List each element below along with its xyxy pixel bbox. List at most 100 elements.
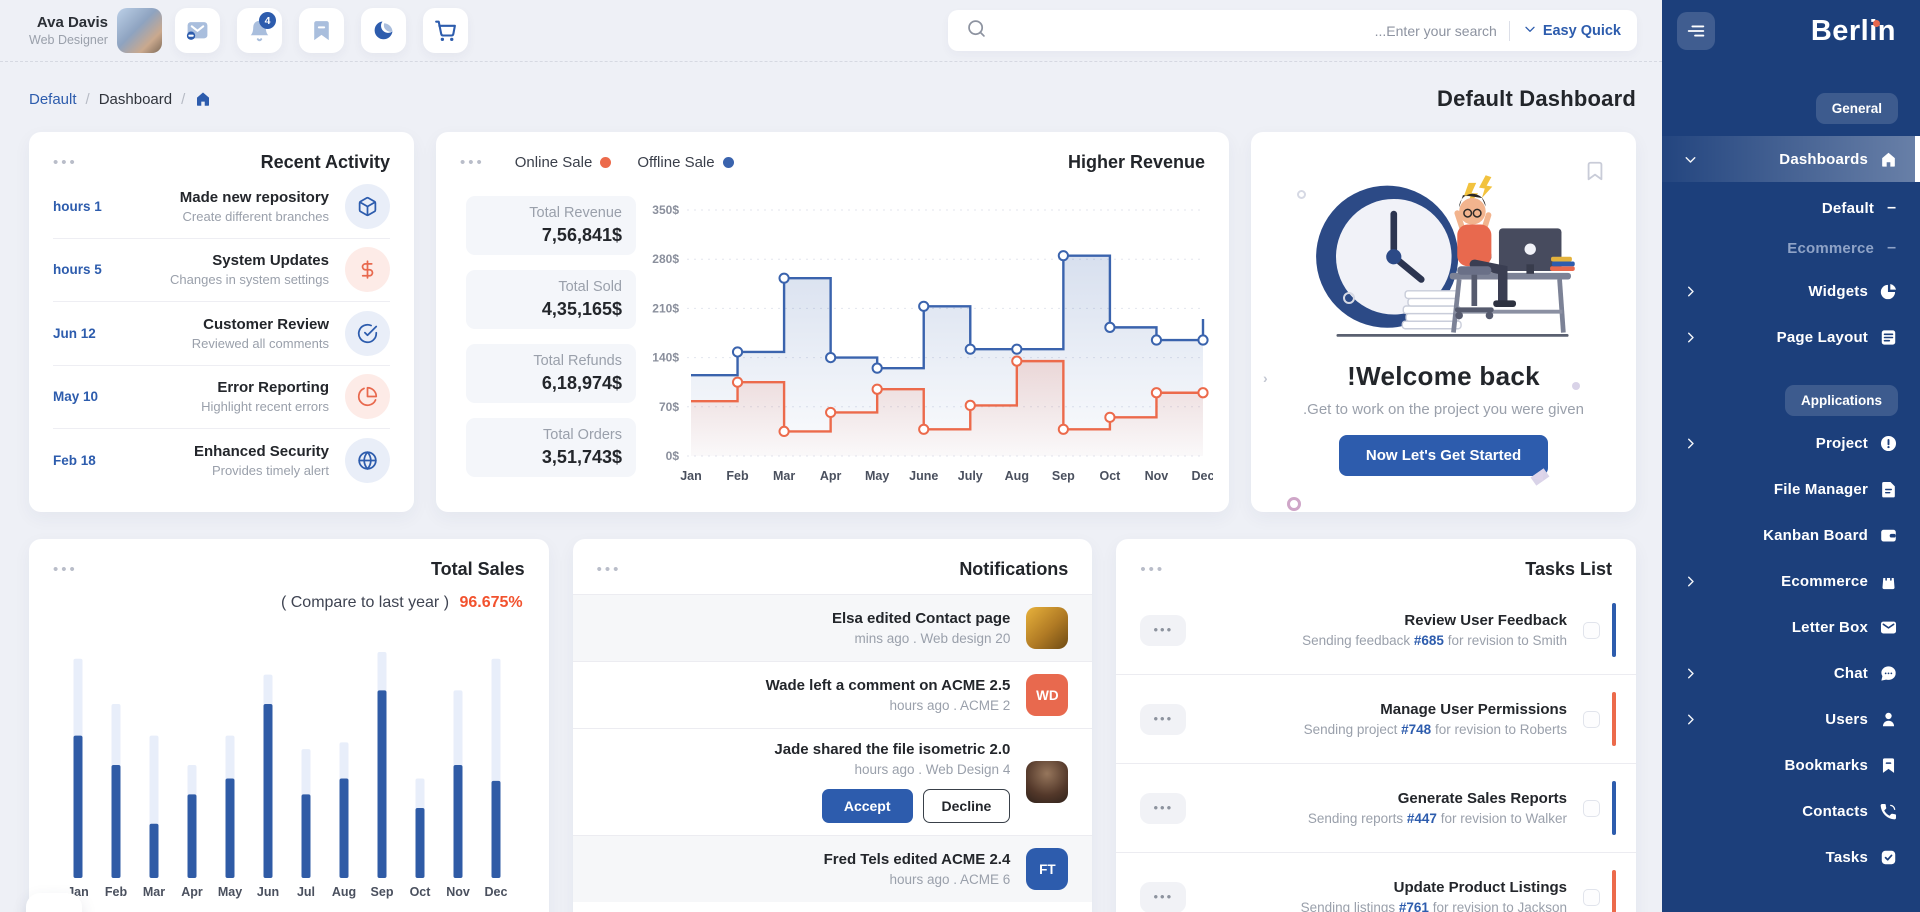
sidebar-item-users[interactable]: Users [1662, 696, 1920, 742]
task-ref: #761 [1398, 900, 1429, 912]
sidebar-item-chat[interactable]: Chat [1662, 650, 1920, 696]
sidebar-item-letter-box[interactable]: Letter Box [1662, 604, 1920, 650]
card-menu-icon[interactable] [460, 158, 485, 168]
user-avatar[interactable] [116, 8, 162, 53]
floating-button[interactable] [26, 893, 82, 912]
sidebar-item-label: Project [1815, 434, 1868, 452]
pie-icon [1880, 283, 1897, 299]
bookmark-button[interactable] [298, 8, 344, 53]
sidebar-item-project[interactable]: Project [1662, 420, 1920, 466]
home-icon[interactable] [194, 90, 212, 108]
chevron-down-icon [1685, 156, 1696, 163]
user-role: Web Designer [29, 33, 108, 47]
sidebar-item-label: Contacts [1802, 802, 1868, 820]
bookmark-icon[interactable] [1584, 160, 1606, 187]
activity-icon-circle [345, 310, 390, 356]
pie-chart-icon [357, 387, 378, 407]
sidebar-item-kanban-board[interactable]: Kanban Board [1662, 512, 1920, 558]
mail-icon [186, 22, 208, 40]
welcome-illustration [1251, 162, 1636, 347]
sidebar-item-contacts[interactable]: Contacts [1662, 788, 1920, 834]
svg-text:Sep: Sep [1052, 469, 1075, 483]
legend-dot [722, 157, 734, 168]
task-accent-bar [1612, 870, 1616, 912]
menu-toggle-button[interactable] [1677, 12, 1715, 50]
sidebar-subitem-ecommerce[interactable]: Ecommerce – [1662, 228, 1920, 268]
breadcrumb-separator: / [181, 90, 186, 108]
sidebar-item-label: Letter Box [1791, 618, 1868, 636]
task-checkbox[interactable] [1583, 710, 1600, 728]
task-checkbox[interactable] [1583, 888, 1600, 906]
activity-subtitle: Provides timely alert [211, 463, 329, 479]
sidebar-item-file-manager[interactable]: File Manager [1662, 466, 1920, 512]
check-circle-icon [357, 323, 378, 343]
avatar [1026, 607, 1069, 649]
chevron-decoration: › [1263, 370, 1268, 386]
breadcrumb-default[interactable]: Default [29, 90, 77, 108]
task-meta: Sending feedback #685 for revision to Sm… [1302, 633, 1567, 648]
task-menu-button[interactable] [1140, 703, 1187, 735]
decoration-dot [1572, 382, 1580, 390]
task-meta: Sending reports #447 for revision to Wal… [1307, 811, 1567, 826]
bookmark-icon [314, 21, 329, 41]
notification-item: Jade shared the file isometric 2.0 hours … [572, 728, 1093, 835]
card-menu-icon[interactable] [53, 158, 78, 168]
decoration-ring [1343, 292, 1355, 304]
moon-button[interactable] [360, 8, 406, 53]
user-name: Ava Davis [36, 14, 108, 31]
stat-label: Total Sold [558, 279, 622, 295]
total-sales-bar-chart: Jan Feb Mar Apr May Jun Jul Aug Sep Oct Nov Dec [67, 652, 508, 899]
svg-text:Nov: Nov [1145, 469, 1169, 483]
svg-text:140$: 140$ [652, 351, 679, 365]
mail-button[interactable] [174, 8, 220, 53]
cart-icon [435, 20, 456, 42]
svg-text:70$: 70$ [659, 400, 679, 414]
sidebar-item-ecommerce[interactable]: Ecommerce [1662, 558, 1920, 604]
accept-button[interactable]: Accept [821, 789, 913, 823]
task-menu-button[interactable] [1140, 614, 1187, 646]
notification-title: Wade left a comment on ACME 2.5 [765, 677, 1011, 694]
sidebar-item-bookmarks[interactable]: Bookmarks [1662, 742, 1920, 788]
bell-button[interactable]: 4 [236, 8, 282, 53]
sidebar-item-tasks[interactable]: Tasks [1662, 834, 1920, 880]
svg-text:Mar: Mar [143, 885, 165, 899]
activity-icon-circle [345, 183, 390, 229]
brand-logo[interactable]: Berlin [1811, 15, 1896, 48]
sidebar-item-dashboards[interactable]: Dashboards [1662, 136, 1920, 182]
card-menu-icon[interactable] [53, 565, 78, 575]
notification-item: Elsa edited Contact page mins ago . Web d… [572, 594, 1093, 661]
revenue-stat: Total Sold 4,35,165$ [466, 270, 636, 329]
chevron-right-icon [1688, 332, 1694, 342]
task-menu-button[interactable] [1140, 881, 1187, 912]
dollar-icon [361, 260, 374, 279]
activity-item: Feb 18 Enhanced Security Provides timely a… [53, 429, 390, 493]
card-menu-icon[interactable] [1140, 565, 1165, 575]
phone-icon [1880, 803, 1897, 819]
decline-button[interactable]: Decline [922, 789, 1011, 823]
svg-text:Feb: Feb [726, 469, 749, 483]
sidebar-subitem-default[interactable]: Default – [1662, 188, 1920, 228]
search-input[interactable] [987, 22, 1497, 39]
card-menu-icon[interactable] [597, 565, 622, 575]
search-icon [966, 18, 987, 44]
task-ref: #685 [1413, 633, 1444, 648]
sidebar-item-widgets[interactable]: Widgets [1662, 268, 1920, 314]
notification-title: Fred Tels edited ACME 2.4 [823, 851, 1011, 868]
cart-button[interactable] [422, 8, 468, 53]
breadcrumb-dashboard[interactable]: Dashboard [98, 90, 173, 108]
alert-circle-icon [1880, 435, 1897, 451]
svg-text:Sep: Sep [371, 885, 394, 899]
sidebar-item-label: Dashboards [1779, 150, 1868, 168]
task-checkbox[interactable] [1583, 621, 1600, 639]
task-checkbox[interactable] [1583, 799, 1600, 817]
notification-item: Wade left a comment on ACME 2.5 hours ago… [572, 661, 1093, 728]
sidebar-item-page-layout[interactable]: Page Layout [1662, 314, 1920, 360]
check-square-icon [1881, 850, 1896, 864]
task-menu-button[interactable] [1140, 792, 1187, 824]
activity-title: Customer Review [203, 315, 329, 333]
activity-title: Made new repository [179, 188, 329, 206]
task-ref: #447 [1406, 811, 1437, 826]
quick-search-dropdown[interactable]: Easy Quick [1522, 21, 1621, 41]
revenue-step-chart: 0$ 70$ 140$ 210$ 280$ 350$ Jan Feb Mar Apr May June… [652, 203, 1213, 483]
get-started-button[interactable]: Now Let's Get Started [1338, 435, 1549, 476]
